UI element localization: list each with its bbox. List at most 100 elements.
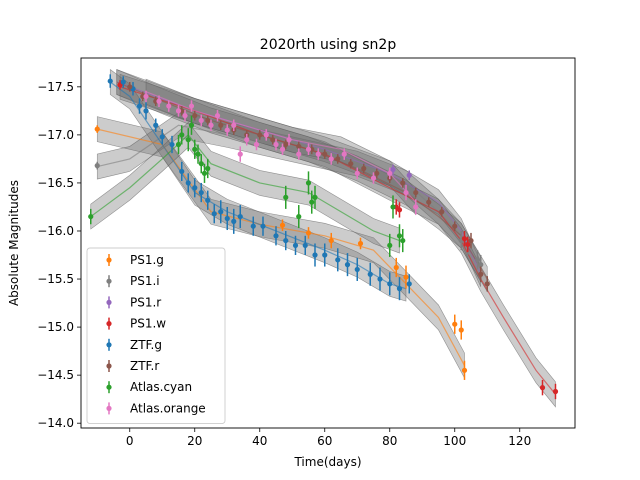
marker (283, 141, 289, 148)
legend-item: PS1.i (106, 274, 160, 288)
data-point (348, 158, 354, 169)
data-point (354, 257, 360, 281)
data-point (452, 314, 458, 334)
marker (387, 170, 393, 176)
data-point (237, 146, 243, 162)
marker (179, 132, 185, 138)
marker (208, 122, 214, 128)
marker (224, 215, 230, 222)
marker (88, 213, 94, 220)
data-point (185, 128, 191, 152)
marker (270, 137, 276, 143)
data-point (400, 178, 406, 188)
legend-item: PS1.r (106, 295, 161, 309)
legend: PS1.g PS1.i PS1.r PS1.w ZTF.g ZTF.r Atlas.cyan… (86, 247, 226, 425)
marker (305, 180, 312, 186)
data-point (175, 105, 182, 117)
data-point (403, 184, 409, 201)
legend-swatch (106, 384, 112, 390)
legend-swatch (106, 363, 112, 369)
legend-label: PS1.g (130, 253, 164, 267)
marker (218, 209, 224, 215)
marker (322, 151, 328, 157)
marker (224, 127, 230, 133)
data-point (237, 205, 243, 229)
data-point (322, 149, 328, 159)
data-point (94, 161, 100, 170)
data-point (159, 129, 165, 145)
marker (484, 281, 490, 287)
marker (354, 266, 360, 273)
data-point (341, 148, 347, 160)
legend-swatch (106, 321, 112, 327)
marker (107, 78, 113, 84)
marker (302, 242, 308, 249)
data-point (413, 199, 419, 215)
data-point (201, 163, 208, 183)
band-Atlas.cyan (90, 121, 400, 254)
marker (156, 98, 162, 104)
data-point (179, 161, 185, 182)
data-point (263, 129, 269, 141)
marker (406, 281, 412, 287)
data-point (413, 187, 419, 198)
data-point (127, 82, 133, 92)
marker (305, 230, 312, 236)
marker (374, 170, 380, 176)
data-point (260, 216, 266, 236)
data-point (452, 221, 458, 231)
marker (452, 223, 458, 229)
data-point (179, 125, 185, 145)
data-point (461, 360, 468, 380)
x-tick-label: 60 (317, 434, 332, 448)
data-point (279, 143, 286, 156)
legend-swatch (106, 257, 112, 263)
marker (273, 141, 279, 148)
y-axis: −17.5 −17.0 −16.5 −16.0 −15.5 −15.0 −14.5 −14.0 (37, 80, 81, 430)
data-point (120, 76, 126, 88)
marker (182, 113, 188, 119)
marker (305, 146, 312, 152)
data-point (406, 274, 412, 294)
marker (279, 146, 286, 152)
marker (218, 122, 224, 128)
legend-item: ZTF.r (106, 359, 159, 373)
data-point (374, 168, 380, 179)
data-point (273, 138, 279, 151)
data-point (143, 102, 149, 120)
marker (260, 223, 266, 229)
data-point (302, 235, 308, 256)
x-tick-label: 20 (187, 434, 202, 448)
marker (465, 241, 471, 248)
data-point (198, 182, 204, 203)
data-point (205, 158, 211, 179)
marker (198, 117, 204, 124)
marker (175, 108, 182, 114)
data-point (552, 383, 559, 400)
marker (283, 194, 289, 200)
y-tick-label: −16.5 (37, 176, 74, 190)
data-point (484, 276, 490, 292)
marker (143, 93, 149, 100)
chart-title: 2020rth using sn2p (260, 37, 397, 53)
marker (257, 132, 263, 138)
data-point (396, 202, 403, 218)
marker (370, 175, 377, 181)
marker (312, 252, 318, 258)
data-point (195, 144, 201, 164)
data-point (218, 120, 224, 131)
marker (192, 146, 198, 152)
data-point (283, 230, 289, 251)
data-point (153, 118, 159, 132)
marker (205, 197, 211, 203)
data-point (169, 135, 175, 154)
marker (393, 264, 399, 271)
marker (198, 161, 204, 167)
y-tick-label: −14.0 (37, 416, 74, 430)
marker (461, 236, 468, 242)
data-point (205, 115, 211, 126)
x-axis-label: Time(days) (293, 455, 361, 469)
marker (205, 117, 211, 124)
marker (292, 242, 299, 249)
